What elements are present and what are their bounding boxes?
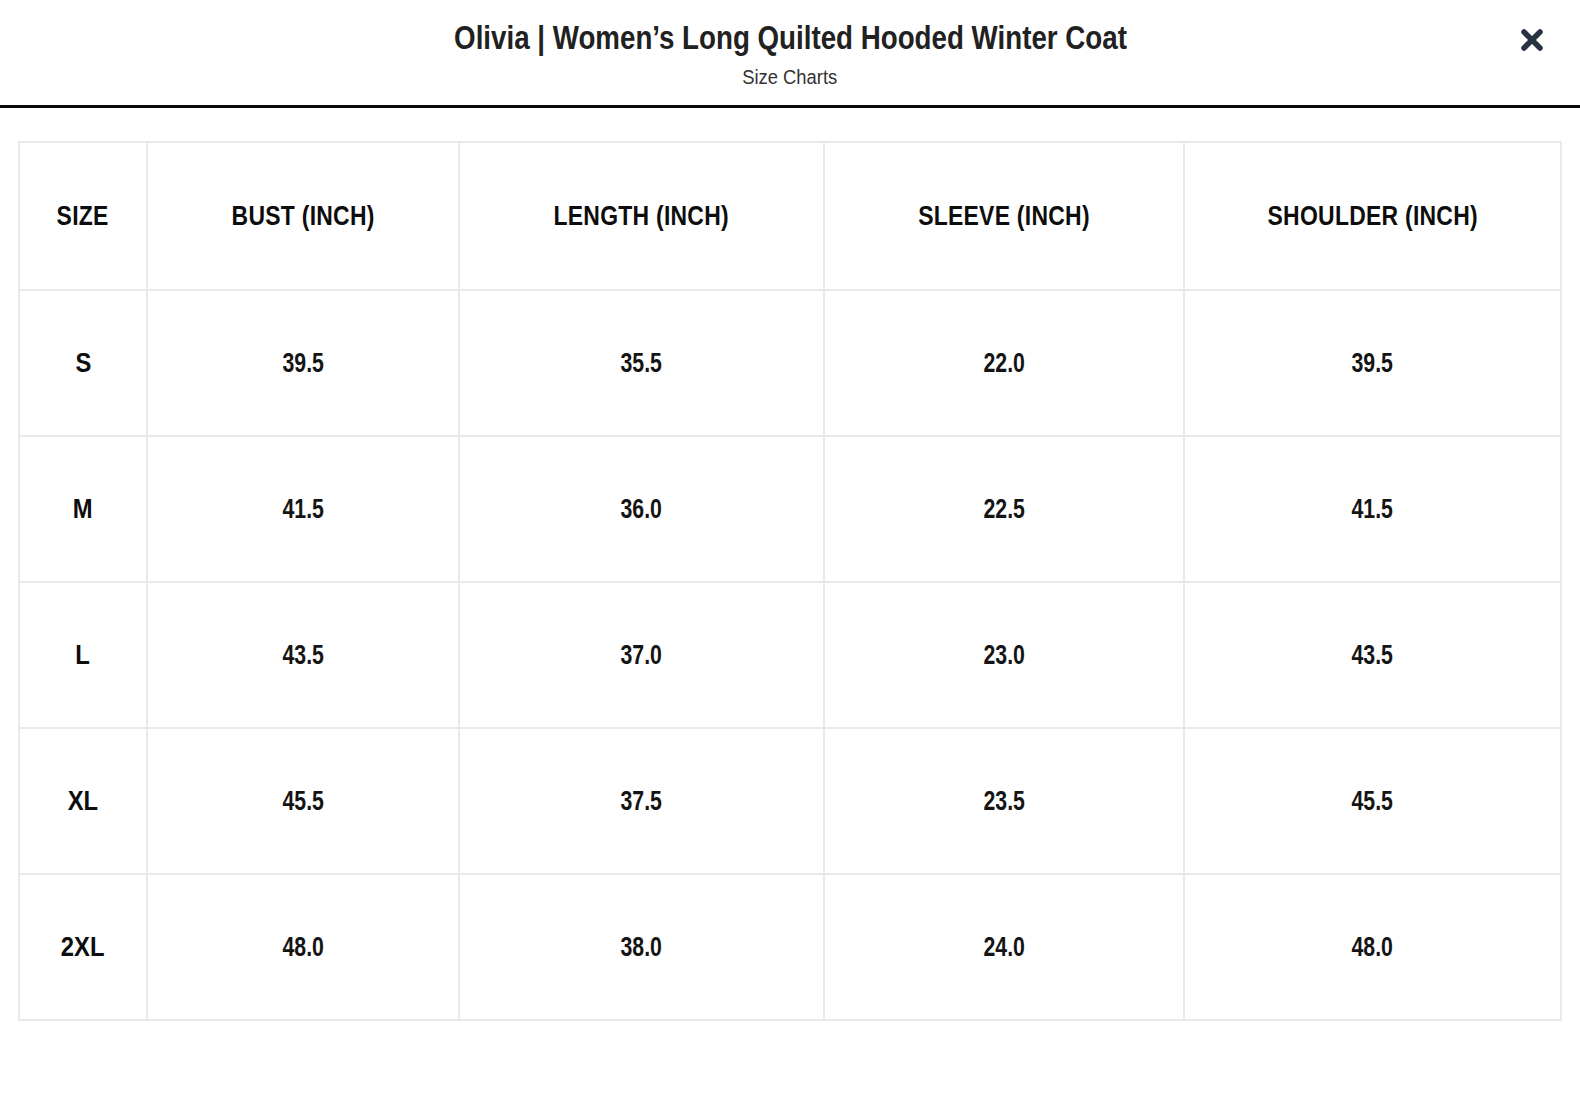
column-header-label: SLEEVE (INCH)	[918, 201, 1090, 232]
measurement-cell: 24.0	[824, 874, 1184, 1020]
measurement-cell: 37.0	[459, 582, 824, 728]
measurement-value: 43.5	[1352, 639, 1393, 671]
column-header-label: SHOULDER (INCH)	[1267, 201, 1477, 232]
table-row: M 41.5 36.0 22.5 41.5	[19, 436, 1561, 582]
size-label: L	[76, 639, 91, 671]
measurement-cell: 48.0	[1184, 874, 1561, 1020]
size-cell: XL	[19, 728, 147, 874]
column-header-3: SLEEVE (INCH)	[824, 142, 1184, 290]
measurement-cell: 45.5	[1184, 728, 1561, 874]
measurement-value: 39.5	[282, 347, 323, 379]
size-label: M	[73, 493, 93, 525]
modal-subtitle-text: Size Charts	[742, 65, 837, 89]
modal-subtitle: Size Charts	[0, 65, 1580, 89]
size-cell: 2XL	[19, 874, 147, 1020]
table-container: SIZE BUST (INCH) LENGTH (INCH) SLEEVE (INCH…	[0, 108, 1580, 1021]
close-button[interactable]	[1514, 22, 1550, 58]
size-label: S	[75, 347, 91, 379]
measurement-cell: 38.0	[459, 874, 824, 1020]
size-chart-modal: Olivia | Women’s Long Quilted Hooded Win…	[0, 0, 1580, 1100]
table-header-row: SIZE BUST (INCH) LENGTH (INCH) SLEEVE (INCH…	[19, 142, 1561, 290]
column-header-2: LENGTH (INCH)	[459, 142, 824, 290]
size-cell: L	[19, 582, 147, 728]
modal-header: Olivia | Women’s Long Quilted Hooded Win…	[0, 0, 1580, 105]
measurement-value: 39.5	[1352, 347, 1393, 379]
column-header-label: BUST (INCH)	[231, 201, 374, 232]
measurement-value: 43.5	[282, 639, 323, 671]
table-row: S 39.5 35.5 22.0 39.5	[19, 290, 1561, 436]
measurement-value: 45.5	[1352, 785, 1393, 817]
measurement-cell: 43.5	[1184, 582, 1561, 728]
measurement-cell: 23.0	[824, 582, 1184, 728]
page-title: Olivia | Women’s Long Quilted Hooded Win…	[0, 19, 1580, 57]
measurement-value: 37.0	[621, 639, 662, 671]
size-cell: S	[19, 290, 147, 436]
column-header-label: SIZE	[57, 201, 109, 232]
measurement-value: 41.5	[282, 493, 323, 525]
measurement-cell: 22.0	[824, 290, 1184, 436]
measurement-cell: 35.5	[459, 290, 824, 436]
column-header-4: SHOULDER (INCH)	[1184, 142, 1561, 290]
size-chart-table: SIZE BUST (INCH) LENGTH (INCH) SLEEVE (INCH…	[18, 141, 1562, 1021]
column-header-label: LENGTH (INCH)	[554, 201, 729, 232]
size-cell: M	[19, 436, 147, 582]
measurement-cell: 41.5	[1184, 436, 1561, 582]
measurement-value: 48.0	[282, 931, 323, 963]
measurement-cell: 41.5	[147, 436, 459, 582]
measurement-cell: 39.5	[147, 290, 459, 436]
measurement-value: 37.5	[621, 785, 662, 817]
column-header-1: BUST (INCH)	[147, 142, 459, 290]
measurement-cell: 23.5	[824, 728, 1184, 874]
measurement-value: 23.0	[983, 639, 1024, 671]
table-row: 2XL 48.0 38.0 24.0 48.0	[19, 874, 1561, 1020]
table-row: XL 45.5 37.5 23.5 45.5	[19, 728, 1561, 874]
size-label: XL	[68, 785, 98, 817]
measurement-cell: 48.0	[147, 874, 459, 1020]
measurement-cell: 22.5	[824, 436, 1184, 582]
column-header-0: SIZE	[19, 142, 147, 290]
measurement-value: 48.0	[1352, 931, 1393, 963]
measurement-cell: 39.5	[1184, 290, 1561, 436]
size-label: 2XL	[61, 931, 105, 963]
measurement-value: 38.0	[621, 931, 662, 963]
measurement-value: 22.5	[983, 493, 1024, 525]
measurement-cell: 37.5	[459, 728, 824, 874]
table-body: S 39.5 35.5 22.0 39.5 M 41.5 36.0 22.5 41.5 L 43.5 3…	[19, 290, 1561, 1020]
measurement-value: 24.0	[983, 931, 1024, 963]
page-title-text: Olivia | Women’s Long Quilted Hooded Win…	[454, 19, 1127, 57]
measurement-cell: 43.5	[147, 582, 459, 728]
measurement-value: 45.5	[282, 785, 323, 817]
measurement-value: 22.0	[983, 347, 1024, 379]
table-row: L 43.5 37.0 23.0 43.5	[19, 582, 1561, 728]
measurement-value: 36.0	[621, 493, 662, 525]
measurement-value: 35.5	[621, 347, 662, 379]
measurement-value: 41.5	[1352, 493, 1393, 525]
measurement-cell: 45.5	[147, 728, 459, 874]
measurement-cell: 36.0	[459, 436, 824, 582]
close-icon	[1517, 25, 1547, 55]
measurement-value: 23.5	[983, 785, 1024, 817]
